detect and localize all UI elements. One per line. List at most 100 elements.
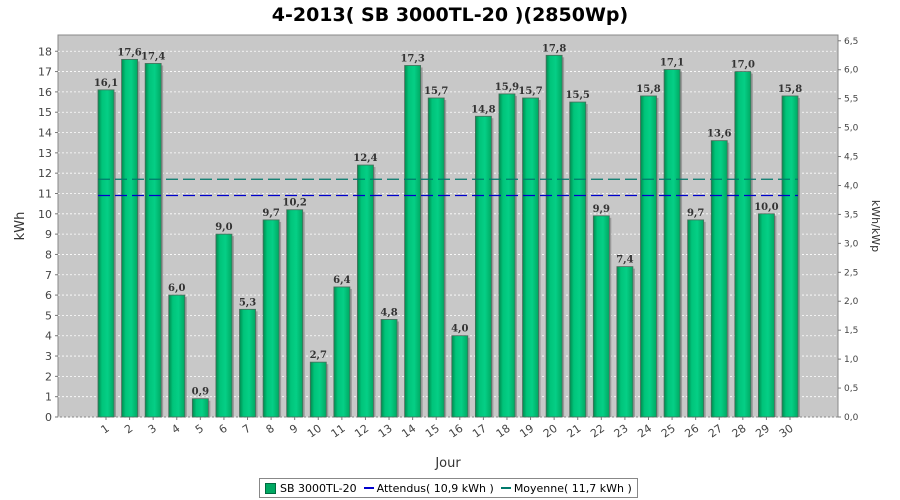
- bar: [333, 286, 351, 418]
- y2-tick-label: 1,0: [844, 355, 859, 365]
- x-tick-label: 20: [541, 422, 560, 441]
- bar-value-label: 10,2: [283, 198, 307, 209]
- bar-value-label: 13,6: [707, 129, 731, 140]
- bar: [663, 69, 681, 418]
- bar: [781, 95, 799, 418]
- bar-value-label: 0,9: [192, 387, 209, 398]
- bar: [640, 95, 657, 418]
- bar-value-label: 12,4: [353, 153, 377, 164]
- bar-value-label: 7,4: [616, 255, 633, 266]
- y-tick-label: 9: [45, 228, 52, 241]
- x-tick-label: 2: [122, 422, 135, 437]
- x-tick-label: 16: [447, 422, 466, 441]
- bar: [687, 219, 705, 418]
- x-tick-label: 7: [240, 422, 253, 437]
- y-tick-label: 4: [45, 330, 52, 343]
- bar: [758, 213, 775, 418]
- legend-item-moyenne: Moyenne( 11,7 kWh ): [500, 482, 632, 495]
- bar-value-label: 15,7: [424, 86, 448, 97]
- bar-value-label: 9,7: [687, 208, 704, 219]
- y-tick-label: 1: [45, 391, 52, 404]
- legend-line-attendus: [363, 487, 374, 489]
- x-tick-label: 1: [99, 422, 112, 437]
- legend: SB 3000TL-20 Attendus( 10,9 kWh ) Moyenn…: [259, 478, 638, 498]
- bar: [97, 89, 115, 418]
- x-tick-label: 17: [470, 422, 489, 441]
- y2-tick-label: 5,5: [844, 95, 858, 105]
- bar: [239, 308, 256, 418]
- x-tick-label: 6: [216, 422, 229, 437]
- bar-value-label: 4,8: [380, 307, 397, 318]
- x-tick-label: 24: [635, 422, 654, 441]
- x-tick-label: 4: [169, 422, 182, 437]
- bar-value-label: 17,4: [141, 51, 165, 62]
- x-tick-label: 3: [146, 422, 159, 437]
- bar-value-label: 15,8: [778, 84, 802, 95]
- bar-value-label: 17,0: [731, 60, 755, 71]
- legend-label-series: SB 3000TL-20: [280, 481, 357, 495]
- bar: [262, 219, 280, 418]
- bar-value-label: 15,9: [495, 82, 519, 93]
- bar-value-label: 4,0: [451, 324, 468, 335]
- bar: [215, 233, 233, 418]
- y2-tick-label: 3,5: [844, 210, 858, 220]
- y2-tick-label: 6,0: [844, 66, 859, 76]
- x-tick-label: 14: [399, 422, 418, 441]
- bar: [451, 335, 469, 418]
- y-axis-title: kWh: [13, 212, 28, 241]
- y-tick-label: 18: [38, 45, 52, 58]
- y-tick-label: 15: [38, 106, 52, 119]
- bar: [380, 319, 398, 418]
- bar-value-label: 9,9: [593, 204, 610, 215]
- x-tick-label: 23: [612, 422, 631, 441]
- bar-value-label: 17,8: [542, 43, 566, 54]
- y-tick-label: 13: [38, 147, 52, 160]
- bar-value-label: 17,3: [400, 53, 424, 64]
- y-tick-label: 3: [45, 350, 52, 363]
- bar: [144, 63, 162, 418]
- bar: [616, 266, 634, 418]
- bar-value-label: 16,1: [94, 78, 118, 89]
- y2-tick-label: 2,5: [844, 268, 858, 278]
- x-tick-label: 29: [753, 422, 772, 441]
- bar: [404, 65, 422, 418]
- legend-swatch-series: [265, 482, 276, 494]
- bar-value-label: 17,1: [660, 58, 684, 69]
- y-tick-label: 5: [45, 309, 52, 322]
- bar-value-label: 10,0: [754, 202, 778, 213]
- x-tick-label: 10: [305, 422, 324, 441]
- y2-tick-label: 0,0: [844, 413, 859, 423]
- x-tick-label: 12: [352, 422, 371, 441]
- bar: [545, 54, 563, 418]
- y-tick-label: 16: [38, 86, 52, 99]
- bar-value-label: 17,6: [117, 47, 141, 58]
- legend-label-attendus: Attendus( 10,9 kWh ): [376, 481, 494, 495]
- y-tick-label: 2: [45, 370, 52, 383]
- y2-axis-title: kWh/kWp: [869, 200, 882, 252]
- x-tick-label: 5: [193, 422, 206, 437]
- plot-area: [57, 34, 839, 418]
- x-tick-label: 30: [777, 422, 796, 441]
- x-tick-label: 18: [494, 422, 513, 441]
- bar-value-label: 14,8: [471, 104, 495, 115]
- y2-tick-label: 5,0: [844, 124, 859, 134]
- x-tick-label: 22: [588, 422, 607, 441]
- x-axis-title: Jour: [434, 456, 461, 471]
- x-tick-label: 26: [682, 422, 701, 441]
- bar-value-label: 15,7: [518, 86, 542, 97]
- y2-tick-label: 2,0: [844, 297, 859, 307]
- x-tick-label: 19: [517, 422, 536, 441]
- bar-value-label: 2,7: [310, 350, 327, 361]
- y2-tick-label: 3,0: [844, 239, 859, 249]
- y2-tick-label: 4,0: [844, 181, 859, 191]
- bar: [592, 215, 610, 418]
- x-tick-label: 28: [730, 422, 749, 441]
- legend-item-series: SB 3000TL-20: [265, 482, 357, 495]
- y-tick-label: 17: [38, 66, 52, 79]
- y-tick-label: 14: [38, 127, 52, 140]
- bar: [121, 58, 138, 418]
- y-tick-label: 10: [38, 208, 52, 221]
- x-tick-label: 15: [423, 422, 442, 441]
- bar: [734, 71, 752, 418]
